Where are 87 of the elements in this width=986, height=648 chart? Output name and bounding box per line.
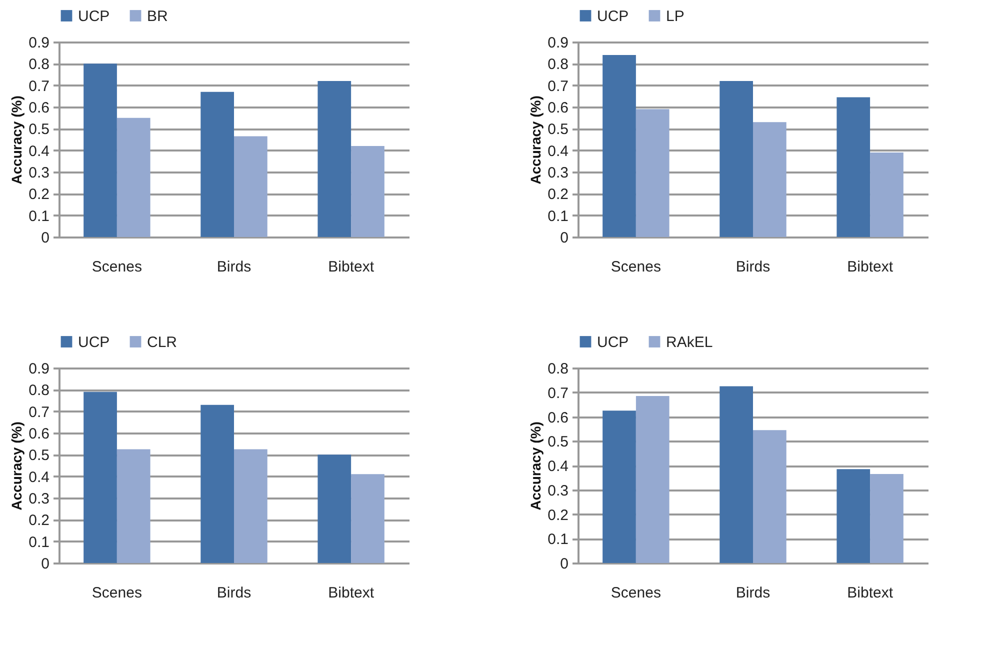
y-tick-label: 0.5 <box>548 434 568 451</box>
bar <box>318 81 352 237</box>
bar <box>200 92 234 237</box>
legend-label: UCP <box>78 334 110 351</box>
bar <box>200 404 234 563</box>
y-tick-label: 0.6 <box>28 426 50 442</box>
x-tick-label: Birds <box>736 584 770 602</box>
y-axis-title: Accuracy (%) <box>528 96 544 184</box>
y-tick-label: 0.7 <box>28 78 50 95</box>
y-tick-label: 0.6 <box>28 100 50 116</box>
y-tick-label: 0.2 <box>28 186 50 204</box>
bar <box>84 392 117 563</box>
x-tick-label: Bibtext <box>847 258 894 276</box>
bar <box>116 118 150 237</box>
y-tick-label: 0.8 <box>28 382 50 400</box>
bar <box>351 146 384 237</box>
x-tick-label: Scenes <box>610 584 661 602</box>
y-tick-label: 0.9 <box>28 34 50 52</box>
y-tick-label: 0 <box>560 556 568 572</box>
bar <box>720 386 753 563</box>
legend-label: UCP <box>597 8 629 25</box>
x-tick-label: Birds <box>216 258 252 276</box>
legend-label: CLR <box>147 334 178 351</box>
x-tick-label: Scenes <box>92 584 142 602</box>
y-tick-label: 0.1 <box>548 531 568 548</box>
bar <box>636 109 670 237</box>
bar <box>836 469 870 563</box>
y-tick-label: 0.5 <box>28 447 50 464</box>
y-tick-label: 0.5 <box>28 121 50 138</box>
legend-label: LP <box>666 8 684 25</box>
bar <box>753 122 786 237</box>
y-tick-label: 0.9 <box>548 34 568 52</box>
x-tick-label: Bibtext <box>328 258 375 276</box>
bar <box>84 64 117 237</box>
bar <box>234 136 268 237</box>
bar <box>636 396 670 563</box>
x-tick-label: Birds <box>216 584 252 602</box>
y-tick-label: 0.7 <box>28 404 50 421</box>
y-tick-label: 0.4 <box>548 142 568 160</box>
bar <box>753 430 786 563</box>
y-tick-label: 0.3 <box>548 164 568 182</box>
y-tick-label: 0.4 <box>28 468 50 486</box>
bar <box>870 474 904 563</box>
y-tick-label: 0.6 <box>548 409 568 426</box>
y-tick-label: 0.3 <box>548 482 568 500</box>
bar <box>870 152 904 237</box>
y-tick-label: 0.2 <box>28 512 50 530</box>
y-tick-label: 0.8 <box>548 56 568 74</box>
y-tick-label: 0.6 <box>548 100 568 116</box>
y-tick-label: 0 <box>41 230 50 246</box>
y-tick-label: 0.7 <box>548 78 568 95</box>
y-axis-title: Accuracy (%) <box>8 422 25 510</box>
bar <box>318 454 352 563</box>
legend-label: BR <box>147 8 168 25</box>
y-tick-label: 0.9 <box>28 360 50 378</box>
y-tick-label: 0.1 <box>28 208 50 225</box>
y-axis-title: Accuracy (%) <box>8 96 25 184</box>
legend-label: UCP <box>78 8 110 25</box>
x-tick-label: Bibtext <box>328 584 375 602</box>
bar <box>351 474 384 563</box>
bar <box>720 81 753 237</box>
x-tick-label: Birds <box>736 258 770 276</box>
bar <box>602 410 636 563</box>
bar <box>836 97 870 237</box>
y-tick-label: 0.4 <box>28 142 50 160</box>
y-tick-label: 0.2 <box>548 506 568 524</box>
x-tick-label: Scenes <box>610 258 661 276</box>
y-tick-label: 0.2 <box>548 186 568 204</box>
y-tick-label: 0.1 <box>548 208 568 225</box>
y-tick-label: 0.7 <box>548 384 568 402</box>
bar <box>116 449 150 563</box>
y-axis-title: Accuracy (%) <box>528 422 544 510</box>
y-tick-label: 0 <box>41 556 50 572</box>
x-tick-label: Bibtext <box>847 584 894 602</box>
bar <box>602 55 636 237</box>
y-tick-label: 0.8 <box>28 56 50 74</box>
y-tick-label: 0 <box>560 230 568 246</box>
y-tick-label: 0.4 <box>548 458 568 475</box>
legend-label: UCP <box>597 334 629 351</box>
legend-label: RAkEL <box>666 334 713 351</box>
y-tick-label: 0.5 <box>548 121 568 138</box>
x-tick-label: Scenes <box>92 258 142 276</box>
y-tick-label: 0.3 <box>28 164 50 182</box>
y-tick-label: 0.3 <box>28 490 50 508</box>
y-tick-label: 0.8 <box>548 360 568 378</box>
y-tick-label: 0.1 <box>28 534 50 551</box>
bar <box>234 449 268 563</box>
